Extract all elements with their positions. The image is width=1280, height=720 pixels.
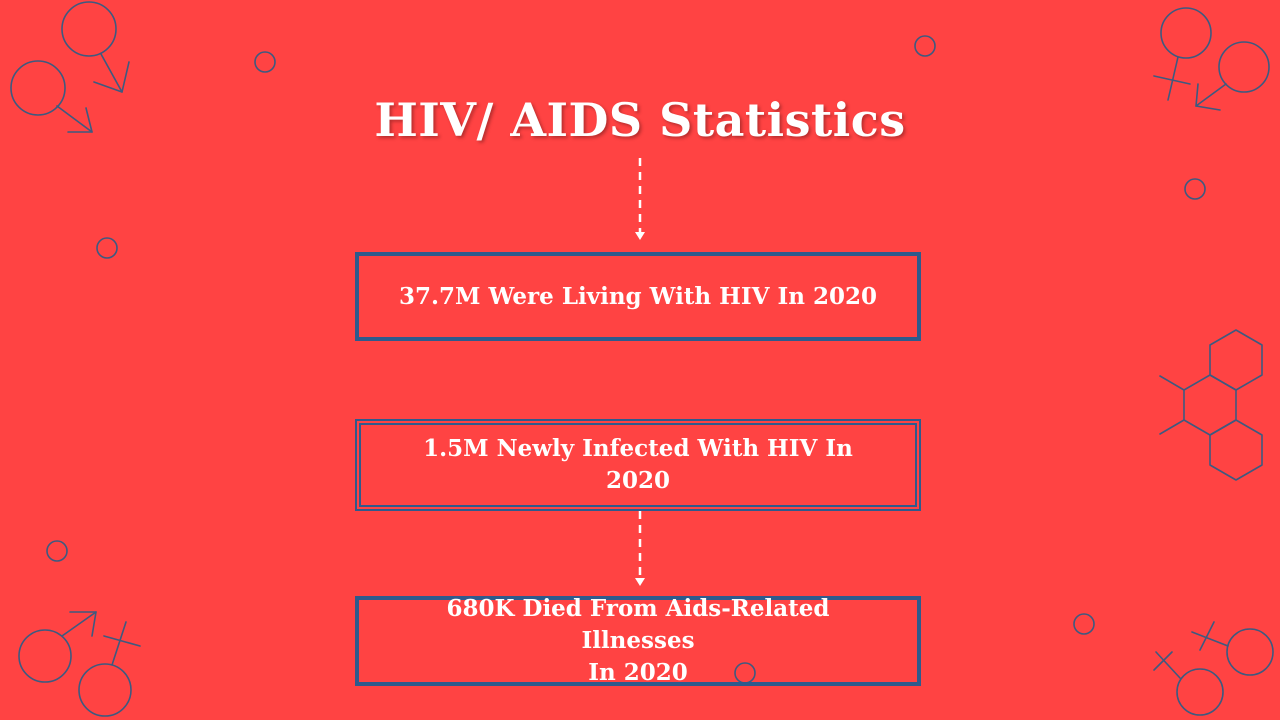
- stat-line: In 2020: [588, 659, 688, 686]
- small-circle-icon: [46, 540, 68, 562]
- small-circle-icon: [254, 51, 276, 73]
- stat-text: 1.5M Newly Infected With HIV In 2020: [361, 433, 915, 497]
- stat-line: 37.7M Were Living With HIV In 2020: [398, 282, 877, 310]
- small-circle-icon: [914, 35, 936, 57]
- male-symbol-icon: [1153, 651, 1224, 716]
- page-title: HIV/ AIDS Statistics: [374, 93, 906, 147]
- small-circle-icon: [1073, 613, 1095, 635]
- hexagon-molecule-icon: [1159, 329, 1263, 481]
- female-symbol-icon: [1191, 621, 1274, 676]
- stat-line: 1.5M Newly Infected With HIV In 2020: [423, 435, 853, 494]
- female-symbol-icon: [78, 621, 141, 717]
- stat-box-living: 37.7M Were Living With HIV In 2020: [355, 252, 921, 341]
- small-circle-icon: [1184, 178, 1206, 200]
- small-circle-icon: [96, 237, 118, 259]
- stat-box-deaths: 680K Died From Aids-Related Illnesses In…: [355, 593, 921, 689]
- male-symbol-icon: [18, 611, 97, 683]
- male-symbol-icon: [1195, 41, 1270, 111]
- stat-line: 680K Died From Aids-Related Illnesses: [446, 595, 830, 654]
- stat-text: 37.7M Were Living With HIV In 2020: [369, 281, 907, 313]
- male-symbol-icon: [61, 1, 130, 93]
- stat-text: 680K Died From Aids-Related Illnesses In…: [359, 593, 917, 689]
- stat-box-new-infections: 1.5M Newly Infected With HIV In 2020: [355, 419, 921, 511]
- male-symbol-icon: [10, 60, 93, 133]
- female-symbol-icon: [1153, 7, 1212, 101]
